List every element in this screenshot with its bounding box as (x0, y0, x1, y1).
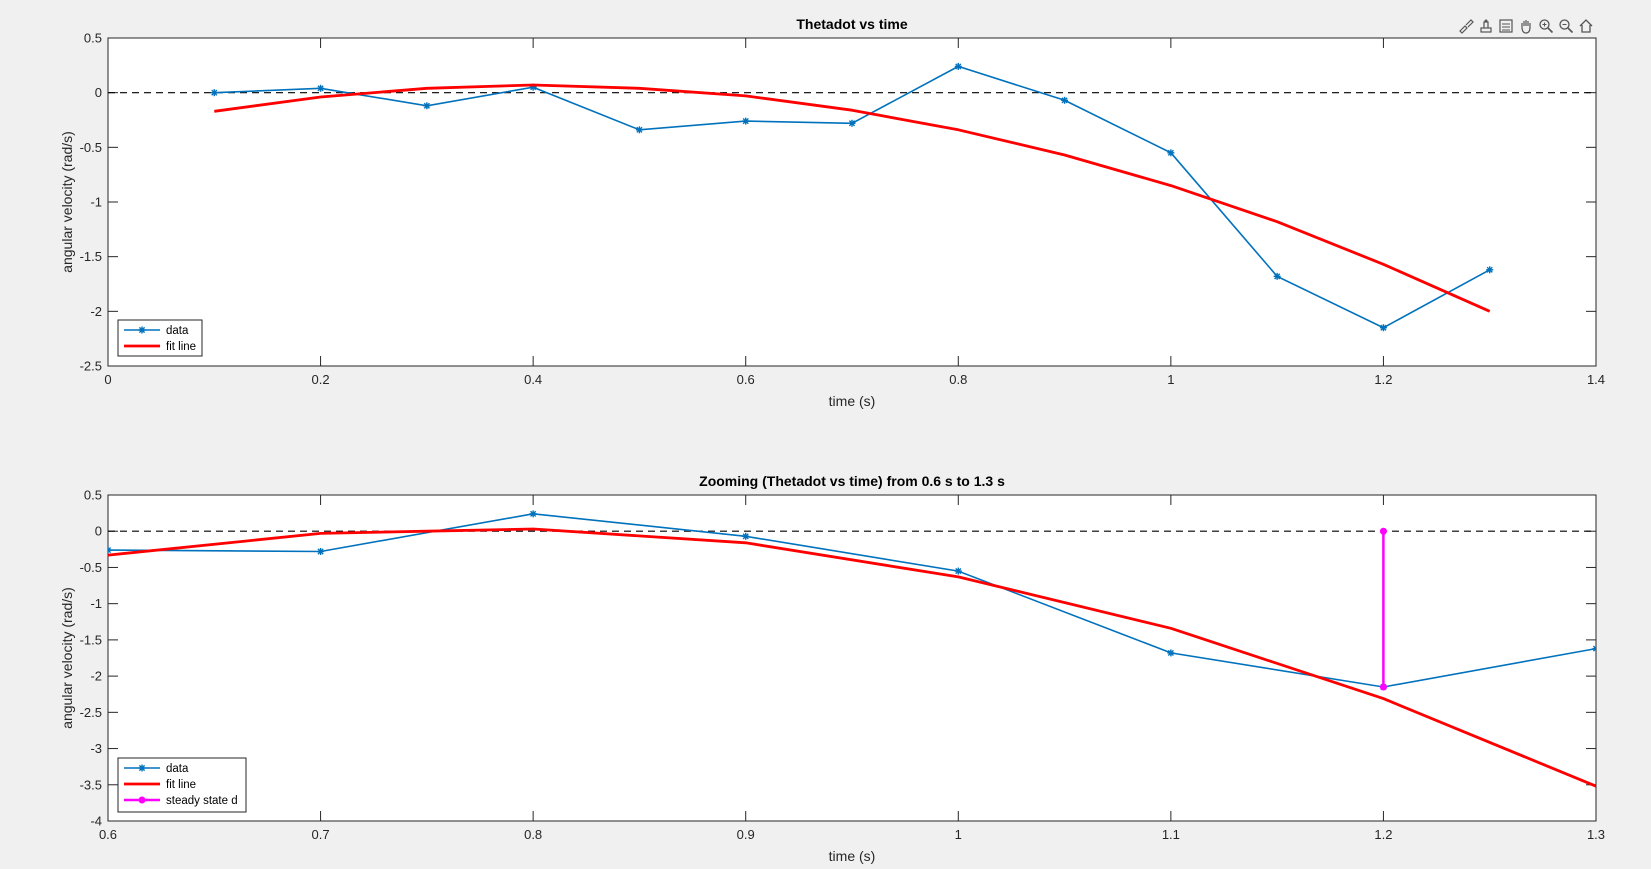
axes-toolbar (1456, 16, 1595, 36)
y-tick-label: -1.5 (80, 632, 102, 647)
legend-label: data (166, 325, 189, 337)
data-point (423, 102, 431, 110)
data-point (1379, 324, 1387, 332)
data-tips-icon[interactable] (1476, 16, 1495, 35)
legend-entry: fit line (124, 341, 196, 353)
steady-state-point (1379, 683, 1387, 691)
data-point (317, 548, 325, 556)
y-tick-label: -4 (90, 814, 102, 829)
legend-entry: fit line (124, 779, 196, 791)
data-point (317, 84, 325, 92)
data-point (742, 532, 750, 540)
x-tick-label: 1.2 (1374, 827, 1392, 842)
y-tick-label: 0.5 (84, 31, 102, 46)
home-icon[interactable] (1576, 16, 1595, 35)
x-tick-label: 1.2 (1374, 372, 1392, 387)
x-tick-label: 0.9 (737, 827, 755, 842)
brush-icon[interactable] (1456, 16, 1475, 35)
x-tick-label: 1 (1167, 372, 1174, 387)
data-point (108, 546, 112, 554)
data-point (635, 126, 643, 134)
data-point (1273, 272, 1281, 280)
legend-entry: data (124, 763, 189, 775)
y-tick-label: -2.5 (80, 359, 102, 374)
x-tick-label: 1.4 (1587, 372, 1605, 387)
axes-bottom[interactable]: 0.6 0.7 0.8 0.9 1 1.1 1.2 1.3 0.5 0 -0.5 -1 -1.5 -2 -2… (59, 473, 1605, 864)
y-tick-label: 0 (95, 85, 102, 100)
y-tick-label: -0.5 (80, 140, 102, 155)
legend[interactable]: data fit line steady state d (117, 757, 247, 813)
series-fit-line (108, 527, 1596, 788)
y-tick-label: -2 (90, 304, 102, 319)
y-tick-label: -1 (90, 596, 102, 611)
legend-entry: data (124, 325, 189, 337)
legend-label: steady state d (166, 795, 238, 807)
x-tick-label: 0.6 (99, 827, 117, 842)
y-tick-label: 0 (95, 524, 102, 539)
x-tick-label: 1.1 (1162, 827, 1180, 842)
zoom-out-icon[interactable] (1556, 16, 1575, 35)
data-point (742, 117, 750, 125)
data-point (1061, 96, 1069, 104)
x-tick-label: 0.2 (312, 372, 330, 387)
x-tick-label: 0.8 (949, 372, 967, 387)
y-tick-label: -2.5 (80, 705, 102, 720)
x-tick-label: 0 (104, 372, 111, 387)
data-point (1167, 149, 1175, 157)
x-tick-label: 0.8 (524, 827, 542, 842)
zoom-in-icon[interactable] (1536, 16, 1555, 35)
x-tick-label: 0.6 (737, 372, 755, 387)
y-axis-label: angular velocity (rad/s) (59, 587, 75, 729)
data-point (1167, 649, 1175, 657)
legend[interactable]: data fit line (117, 319, 203, 357)
y-tick-label: -3.5 (80, 777, 102, 792)
x-axis-label: time (s) (829, 393, 876, 409)
steady-state-point (1379, 527, 1387, 535)
axes-box (107, 494, 1597, 822)
plot-area[interactable] (108, 495, 1596, 821)
x-tick-label: 1 (955, 827, 962, 842)
x-tick-label: 0.4 (524, 372, 542, 387)
data-point (954, 62, 962, 70)
y-tick-label: -3 (90, 741, 102, 756)
y-tick-label: -1 (90, 195, 102, 210)
x-tick-label: 1.3 (1587, 827, 1605, 842)
y-tick-label: -1.5 (80, 249, 102, 264)
data-point (954, 567, 962, 575)
legend-entry: steady state d (124, 795, 238, 807)
chart-title: Zooming (Thetadot vs time) from 0.6 s to… (699, 473, 1005, 489)
y-axis-label: angular velocity (rad/s) (59, 131, 75, 273)
data-point (1592, 645, 1596, 653)
data-point (1486, 266, 1494, 274)
axes-top[interactable]: 0 0.2 0.4 0.6 0.8 1 1.2 1.4 0.5 0 -0.5 -1 -1.5 -2 -2.5… (59, 16, 1605, 409)
data-point (848, 119, 856, 127)
pan-icon[interactable] (1516, 16, 1535, 35)
x-axis-label: time (s) (829, 848, 876, 864)
legend-marker (138, 326, 146, 334)
series-fit-line (214, 83, 1491, 313)
axes-box (107, 37, 1597, 367)
legend-label: fit line (166, 341, 196, 353)
y-tick-label: -0.5 (80, 560, 102, 575)
data-point (210, 89, 218, 97)
y-tick-label: -2 (90, 669, 102, 684)
data-point (529, 510, 537, 518)
x-tick-label: 0.7 (312, 827, 330, 842)
series-data-line (108, 512, 1596, 688)
legend-toggle-icon[interactable] (1496, 16, 1515, 35)
chart-title: Thetadot vs time (796, 16, 907, 32)
plot-area[interactable] (108, 38, 1596, 366)
legend-marker (138, 764, 146, 772)
legend-label: data (166, 763, 189, 775)
y-tick-label: 0.5 (84, 488, 102, 503)
legend-label: fit line (166, 779, 196, 791)
